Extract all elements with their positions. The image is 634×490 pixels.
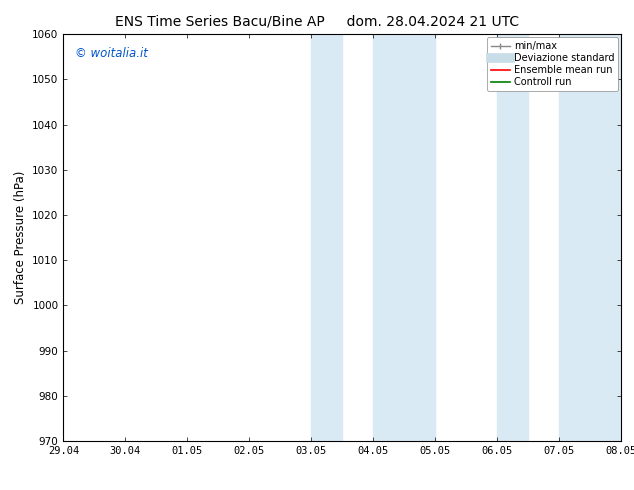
- Legend: min/max, Deviazione standard, Ensemble mean run, Controll run: min/max, Deviazione standard, Ensemble m…: [487, 37, 618, 91]
- Text: ENS Time Series Bacu/Bine AP     dom. 28.04.2024 21 UTC: ENS Time Series Bacu/Bine AP dom. 28.04.…: [115, 15, 519, 29]
- Bar: [311, 34, 342, 441]
- Text: © woitalia.it: © woitalia.it: [75, 47, 148, 59]
- Bar: [497, 34, 528, 441]
- Bar: [559, 34, 621, 441]
- Y-axis label: Surface Pressure (hPa): Surface Pressure (hPa): [14, 171, 27, 304]
- Bar: [373, 34, 436, 441]
